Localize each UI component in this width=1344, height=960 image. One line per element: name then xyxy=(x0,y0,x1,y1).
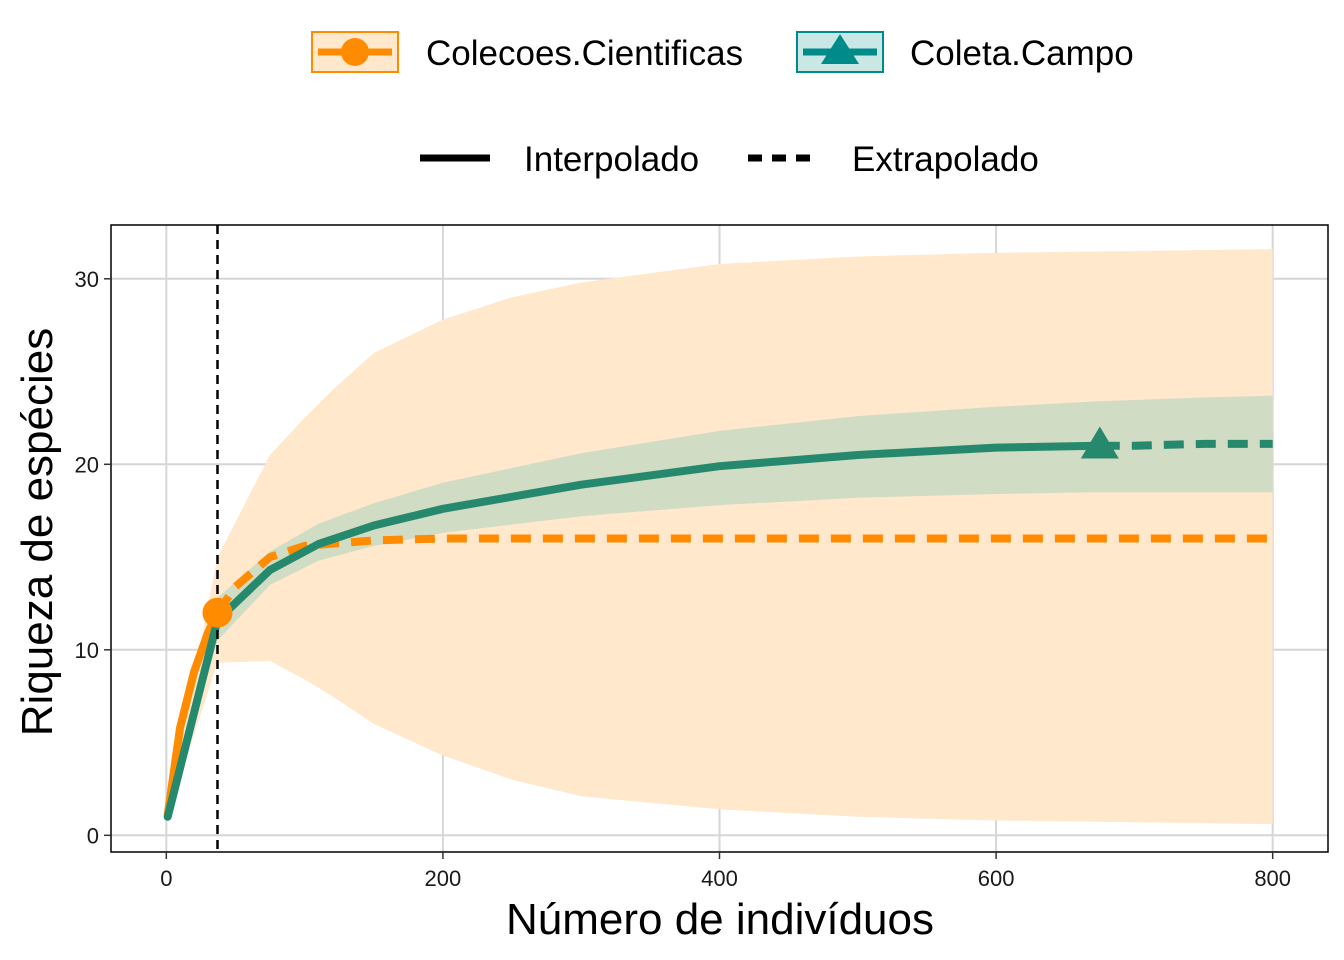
y-tick-label: 0 xyxy=(87,823,99,848)
triangle-marker-icon xyxy=(821,34,859,64)
legend-key-coleta xyxy=(796,31,884,73)
y-axis-title: Riqueza de espécies xyxy=(13,328,62,736)
legend-label-colecoes: Colecoes.Cientificas xyxy=(426,34,743,73)
axes: 0 200 400 600 800 0 10 20 30 xyxy=(75,267,1292,891)
observed-point-1 xyxy=(1080,426,1119,459)
series-lines xyxy=(163,439,1273,821)
y-tick-label: 30 xyxy=(75,267,99,292)
x-tick-label: 600 xyxy=(978,866,1015,891)
x-tick-label: 400 xyxy=(701,866,738,891)
extrapolated-line-0 xyxy=(214,534,1273,615)
x-tick-label: 200 xyxy=(425,866,462,891)
x-tick-label: 800 xyxy=(1254,866,1291,891)
x-axis-title: Número de indivíduos xyxy=(506,895,934,944)
confidence-band-1 xyxy=(167,395,1273,817)
legend-label-coleta: Coleta.Campo xyxy=(910,34,1134,73)
interpolated-line-0 xyxy=(163,608,222,819)
legend-label-extrapolado: Extrapolado xyxy=(852,140,1039,179)
legend: Colecoes.Cientificas Coleta.Campo Interp… xyxy=(311,31,1134,179)
extrapolated-line-1 xyxy=(1099,439,1273,450)
observed-point-0 xyxy=(202,597,233,628)
legend-key-colecoes xyxy=(311,31,399,73)
observed-markers xyxy=(202,426,1119,628)
legend-label-interpolado: Interpolado xyxy=(524,140,699,179)
circle-marker-icon xyxy=(341,38,369,66)
y-tick-label: 10 xyxy=(75,638,99,663)
x-tick-label: 0 xyxy=(160,866,172,891)
y-tick-label: 20 xyxy=(75,452,99,477)
interpolated-line-1 xyxy=(163,441,1104,821)
